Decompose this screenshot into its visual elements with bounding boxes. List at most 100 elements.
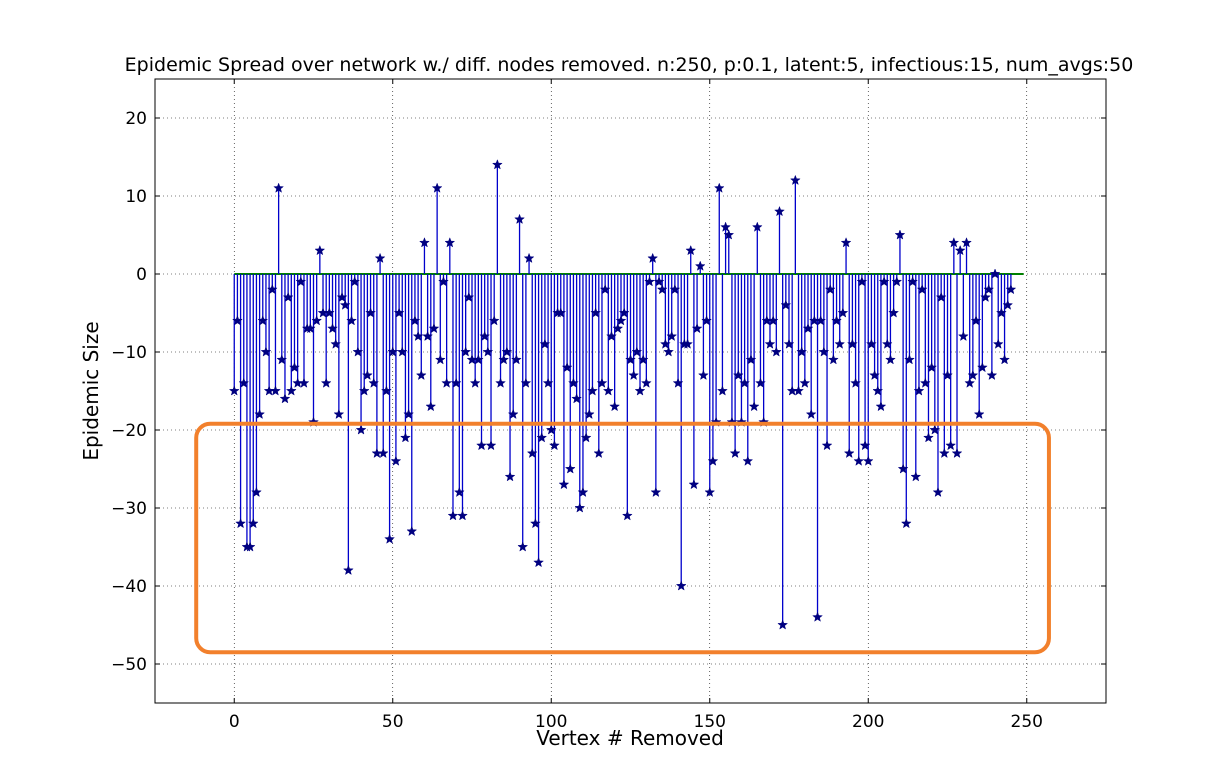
stem-marker — [831, 315, 842, 326]
stem-marker — [529, 517, 541, 529]
stem-marker — [764, 338, 776, 349]
stem-marker — [282, 291, 294, 303]
stem-marker — [827, 354, 839, 365]
stem-marker — [637, 354, 649, 365]
stem-marker — [536, 432, 548, 443]
stem-marker — [647, 252, 659, 264]
stem-marker — [460, 346, 472, 357]
stem-marker — [888, 307, 900, 318]
stem-marker — [504, 471, 516, 482]
stem-marker — [767, 315, 779, 326]
stem-marker — [770, 346, 782, 357]
stem-marker — [298, 377, 310, 388]
stem-marker — [961, 237, 972, 248]
stem-marker — [602, 385, 614, 396]
x-tick-label: 250 — [1011, 712, 1043, 732]
stem-marker — [273, 182, 285, 193]
stem-marker — [910, 471, 922, 482]
stem-marker — [457, 510, 468, 521]
stem-marker — [701, 315, 713, 326]
stem-marker — [517, 541, 529, 552]
stem-marker — [815, 315, 827, 326]
stem-marker — [926, 361, 938, 373]
x-tick-label: 50 — [382, 712, 404, 732]
stem-marker — [802, 322, 814, 334]
stem-marker — [380, 385, 392, 396]
stem-marker — [739, 377, 751, 388]
y-tick-label: 20 — [125, 109, 147, 129]
stem-marker — [625, 354, 636, 365]
stem-marker — [289, 361, 300, 373]
stem-marker — [682, 338, 693, 349]
stem-marker — [716, 385, 728, 396]
stem-marker — [358, 385, 370, 396]
x-axis-label: Vertex # Removed — [536, 726, 724, 750]
stem-marker — [916, 283, 928, 295]
stem-marker — [938, 447, 950, 459]
stem-marker — [257, 315, 269, 326]
stem-marker — [390, 455, 402, 466]
stem-marker — [542, 377, 554, 388]
stem-marker — [650, 486, 662, 498]
stem-marker — [403, 408, 415, 420]
stem-marker — [878, 276, 890, 287]
stem-marker — [751, 221, 763, 232]
stem-marker — [869, 369, 881, 381]
stem-marker — [704, 486, 716, 498]
stem-marker — [491, 159, 503, 170]
stem-marker — [834, 338, 846, 349]
stem-marker — [349, 276, 361, 287]
stem-marker — [479, 330, 491, 342]
stem-marker — [469, 377, 481, 388]
stem-marker — [523, 252, 535, 264]
stem-marker — [989, 268, 1001, 279]
stem-marker — [799, 377, 811, 388]
stem-marker — [843, 447, 855, 459]
stem-marker — [387, 346, 399, 357]
stem-marker — [548, 439, 560, 451]
highlight-box — [194, 421, 1051, 655]
stem-marker — [980, 291, 991, 303]
stem-marker — [774, 205, 785, 217]
stem-marker — [672, 377, 684, 388]
x-tick-label: 200 — [852, 712, 884, 732]
stem-marker — [510, 354, 522, 365]
stem-marker — [339, 299, 351, 310]
stem-marker — [244, 541, 256, 552]
stem-marker — [254, 408, 266, 420]
stem-marker — [904, 354, 915, 365]
stem-marker — [856, 276, 868, 287]
stem-marker — [320, 377, 332, 388]
y-tick-label: 0 — [136, 265, 147, 285]
stem-marker — [561, 361, 573, 373]
stem-marker — [238, 377, 250, 388]
stem-marker — [789, 174, 801, 186]
stem-marker — [615, 315, 627, 326]
stem-marker — [634, 385, 646, 396]
stem-marker — [935, 291, 947, 303]
stem-marker — [954, 244, 966, 256]
stem-marker — [837, 307, 849, 318]
stem-marker — [932, 486, 944, 498]
stem-marker — [507, 408, 519, 420]
stem-marker — [587, 385, 598, 396]
stem-marker — [472, 354, 484, 365]
stem-marker — [957, 330, 969, 342]
stem-marker — [384, 533, 396, 544]
stem-marker — [656, 283, 668, 295]
y-tick-label: −30 — [111, 499, 147, 519]
stem-marker — [406, 525, 418, 537]
stem-marker — [526, 447, 538, 459]
stem-marker — [314, 244, 326, 256]
stem-marker — [577, 486, 589, 498]
markers — [228, 159, 1017, 630]
stem-marker — [821, 439, 833, 451]
stem-marker — [235, 517, 247, 529]
stem-marker — [447, 510, 459, 521]
stem-marker — [285, 385, 297, 396]
stem-marker — [596, 377, 608, 388]
stem-marker — [498, 354, 510, 365]
ticks: 0 50 100 150 200 250 −50 −40 −30 −20 −10 0 10 20 — [111, 79, 1106, 732]
stem-marker — [377, 447, 389, 459]
stem-marker — [713, 182, 725, 193]
